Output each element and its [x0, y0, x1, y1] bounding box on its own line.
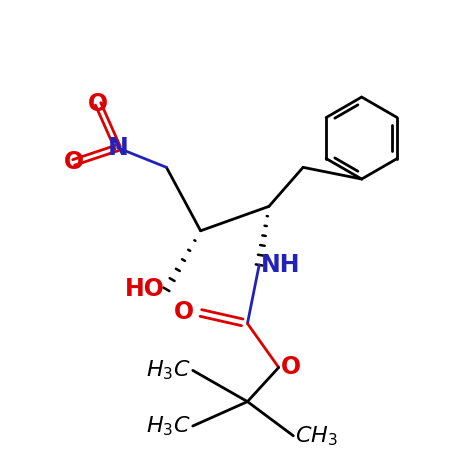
Text: HO: HO	[125, 277, 165, 302]
Text: O: O	[63, 150, 84, 175]
Text: NH: NH	[261, 253, 301, 277]
Text: O: O	[174, 300, 194, 324]
Text: $CH_3$: $CH_3$	[295, 424, 338, 448]
Text: O: O	[88, 92, 108, 116]
Text: $H_3C$: $H_3C$	[146, 414, 191, 438]
Text: $H_3C$: $H_3C$	[146, 359, 191, 382]
Text: $\mathbf{N}$: $\mathbf{N}$	[107, 136, 128, 160]
Text: O: O	[281, 356, 301, 379]
